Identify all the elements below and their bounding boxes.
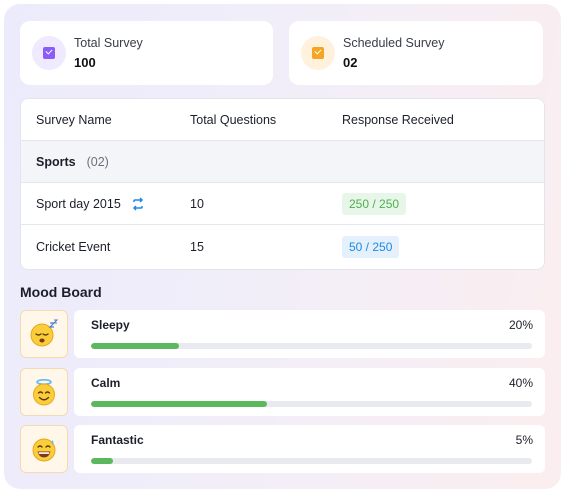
scheduled-survey-value: 02 [343, 54, 358, 70]
response-badge: 50 / 250 [342, 236, 400, 258]
question-count: 10 [190, 196, 204, 211]
group-count: (02) [86, 154, 109, 169]
column-header-response-received[interactable]: Response Received [342, 112, 454, 127]
mood-label: Fantastic [91, 433, 144, 447]
mood-progress-fill [91, 343, 180, 349]
total-survey-label: Total Survey [74, 35, 143, 50]
mood-item-sleepy: Sleepy 20% [20, 310, 545, 358]
mood-percent: 20% [508, 318, 533, 332]
group-name: Sports [36, 154, 76, 169]
column-header-total-questions[interactable]: Total Questions [190, 112, 277, 127]
survey-name: Cricket Event [36, 240, 111, 254]
question-count: 15 [190, 240, 204, 254]
response-badge: 250 / 250 [342, 192, 407, 215]
mood-progress-track [91, 401, 532, 407]
survey-name: Sport day 2015 [36, 196, 121, 211]
mood-percent: 40% [508, 376, 533, 390]
mood-item-calm: Calm 40% [20, 368, 545, 416]
mood-label: Sleepy [91, 318, 130, 332]
table-row[interactable]: Sport day 2015 10 250 / 250 [21, 183, 544, 225]
total-survey-value: 100 [74, 54, 96, 70]
mood-progress-fill [91, 458, 114, 464]
scheduled-survey-label: Scheduled Survey [343, 35, 445, 50]
table-row[interactable]: Cricket Event 15 50 / 250 [21, 225, 544, 269]
mood-item-fantastic: Fantastic 5% [20, 425, 545, 473]
mood-progress-track [91, 458, 532, 464]
repeat-icon[interactable] [131, 196, 145, 211]
dashboard-panel: Total Survey 100 Scheduled Survey 02 Sur… [4, 4, 561, 489]
mood-label: Calm [91, 376, 121, 390]
mood-progress-track [91, 343, 532, 349]
mood-percent: 5% [515, 433, 533, 447]
table-header-row: Survey Name Total Questions Response Rec… [21, 99, 544, 141]
sleepy-face-icon [20, 310, 68, 358]
mood-progress-fill [91, 401, 268, 407]
survey-table: Survey Name Total Questions Response Rec… [20, 98, 545, 270]
total-survey-card[interactable]: Total Survey 100 [20, 21, 273, 85]
column-header-survey-name[interactable]: Survey Name [36, 112, 112, 127]
survey-doc-icon [32, 36, 66, 70]
mood-card: Fantastic 5% [74, 425, 545, 473]
grinning-sweat-face-icon [20, 425, 68, 473]
mood-board-title: Mood Board [20, 284, 102, 300]
mood-card: Calm 40% [74, 368, 545, 416]
halo-face-icon [20, 368, 68, 416]
scheduled-doc-icon [301, 36, 335, 70]
table-group-row[interactable]: Sports (02) [21, 141, 544, 183]
scheduled-survey-card[interactable]: Scheduled Survey 02 [289, 21, 543, 85]
mood-card: Sleepy 20% [74, 310, 545, 358]
